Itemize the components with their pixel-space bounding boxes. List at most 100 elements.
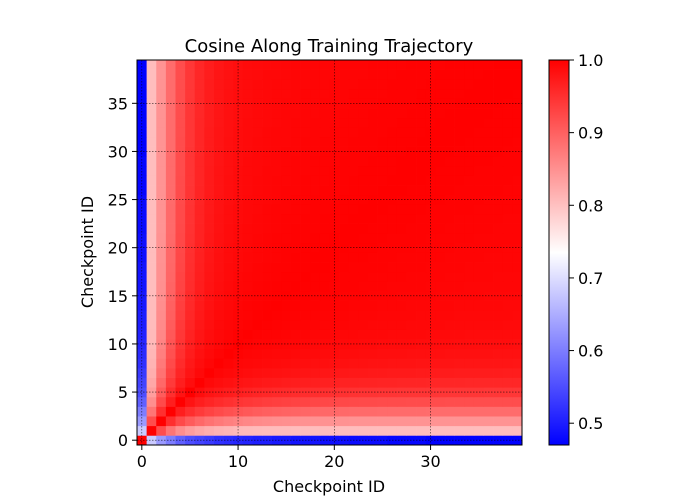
heatmap-cell — [242, 156, 253, 167]
heatmap-cell — [281, 117, 292, 128]
heatmap-cell — [175, 214, 186, 224]
heatmap-cell — [233, 387, 244, 398]
heatmap-cell — [204, 60, 215, 70]
heatmap-cell — [377, 165, 388, 176]
heatmap-cell — [156, 214, 167, 224]
heatmap-cell — [464, 79, 475, 90]
heatmap-cell — [502, 435, 513, 446]
heatmap-cell — [464, 319, 475, 330]
heatmap-cell — [242, 368, 253, 378]
heatmap-cell — [339, 88, 350, 99]
heatmap-cell — [319, 137, 330, 147]
heatmap-cell — [358, 69, 369, 80]
heatmap-cell — [146, 194, 157, 205]
heatmap-cell — [387, 185, 398, 196]
heatmap-cell — [281, 387, 292, 398]
heatmap-cell — [291, 358, 301, 369]
heatmap-cell — [146, 137, 157, 147]
heatmap-cell — [445, 271, 455, 282]
heatmap-cell — [406, 233, 417, 244]
heatmap-cell — [339, 262, 350, 273]
heatmap-cell — [156, 204, 167, 215]
heatmap-cell — [377, 79, 388, 90]
heatmap-cell — [435, 108, 446, 119]
heatmap-cell — [416, 175, 427, 186]
heatmap-cell — [300, 214, 311, 224]
heatmap-cell — [502, 137, 513, 147]
heatmap-cell — [464, 406, 475, 417]
heatmap-cell — [435, 214, 446, 224]
heatmap-cell — [310, 233, 321, 244]
heatmap-cell — [175, 262, 186, 273]
heatmap-cell — [502, 425, 513, 436]
heatmap-cell — [464, 425, 475, 436]
heatmap-cell — [281, 425, 292, 436]
heatmap-cell — [262, 252, 273, 263]
heatmap-cell — [319, 329, 330, 340]
heatmap-cell — [242, 358, 253, 369]
heatmap-cell — [271, 262, 282, 273]
heatmap-cell — [329, 165, 340, 176]
colorbar-tick-label: 1.0 — [578, 51, 603, 70]
heatmap-cell — [387, 281, 398, 292]
heatmap-cell — [416, 300, 427, 311]
heatmap-cell — [271, 310, 282, 321]
heatmap-cell — [435, 348, 446, 359]
heatmap-cell — [252, 156, 263, 167]
heatmap-cell — [204, 165, 215, 176]
heatmap-cell — [396, 233, 407, 244]
heatmap-cell — [502, 185, 513, 196]
heatmap-cell — [204, 310, 215, 321]
heatmap-cell — [223, 233, 234, 244]
heatmap-cell — [473, 69, 484, 80]
heatmap-cell — [454, 339, 465, 350]
heatmap-cell — [214, 165, 224, 176]
heatmap-cell — [339, 252, 350, 263]
heatmap-cell — [493, 358, 504, 369]
heatmap-cell — [291, 406, 301, 417]
heatmap-cell — [358, 127, 369, 138]
heatmap-cell — [262, 377, 273, 388]
heatmap-cell — [194, 223, 205, 234]
heatmap-cell — [214, 252, 224, 263]
heatmap-cell — [512, 358, 523, 369]
heatmap-cell — [223, 223, 234, 234]
heatmap-cell — [185, 223, 196, 234]
heatmap-cell — [310, 79, 321, 90]
heatmap-cell — [242, 137, 253, 147]
heatmap-cell — [194, 117, 205, 128]
heatmap-cell — [435, 117, 446, 128]
heatmap-cell — [377, 416, 388, 427]
heatmap-cell — [281, 88, 292, 99]
heatmap-cell — [396, 214, 407, 224]
heatmap-cell — [483, 214, 494, 224]
heatmap-cell — [242, 204, 253, 215]
heatmap-cell — [358, 281, 369, 292]
heatmap-cell — [291, 214, 301, 224]
heatmap-cell — [406, 281, 417, 292]
heatmap-cell — [329, 252, 340, 263]
heatmap-cell — [493, 88, 504, 99]
heatmap-cell — [406, 358, 417, 369]
heatmap-cell — [358, 358, 369, 369]
heatmap-cell — [300, 165, 311, 176]
heatmap-cell — [406, 300, 417, 311]
heatmap-cell — [165, 319, 176, 330]
heatmap-cell — [300, 416, 311, 427]
heatmap-cell — [223, 60, 234, 70]
heatmap-cell — [473, 137, 484, 147]
heatmap-cell — [396, 117, 407, 128]
heatmap-cell — [194, 368, 205, 378]
heatmap-cell — [175, 69, 186, 80]
heatmap-cell — [319, 281, 330, 292]
heatmap-cell — [348, 204, 359, 215]
heatmap-cell — [146, 127, 157, 138]
heatmap-cell — [464, 127, 475, 138]
heatmap-cell — [252, 233, 263, 244]
heatmap-cell — [185, 233, 196, 244]
heatmap-cell — [416, 262, 427, 273]
heatmap-cell — [454, 319, 465, 330]
heatmap-cell — [348, 156, 359, 167]
heatmap-cell — [473, 175, 484, 186]
heatmap-cell — [416, 435, 427, 446]
